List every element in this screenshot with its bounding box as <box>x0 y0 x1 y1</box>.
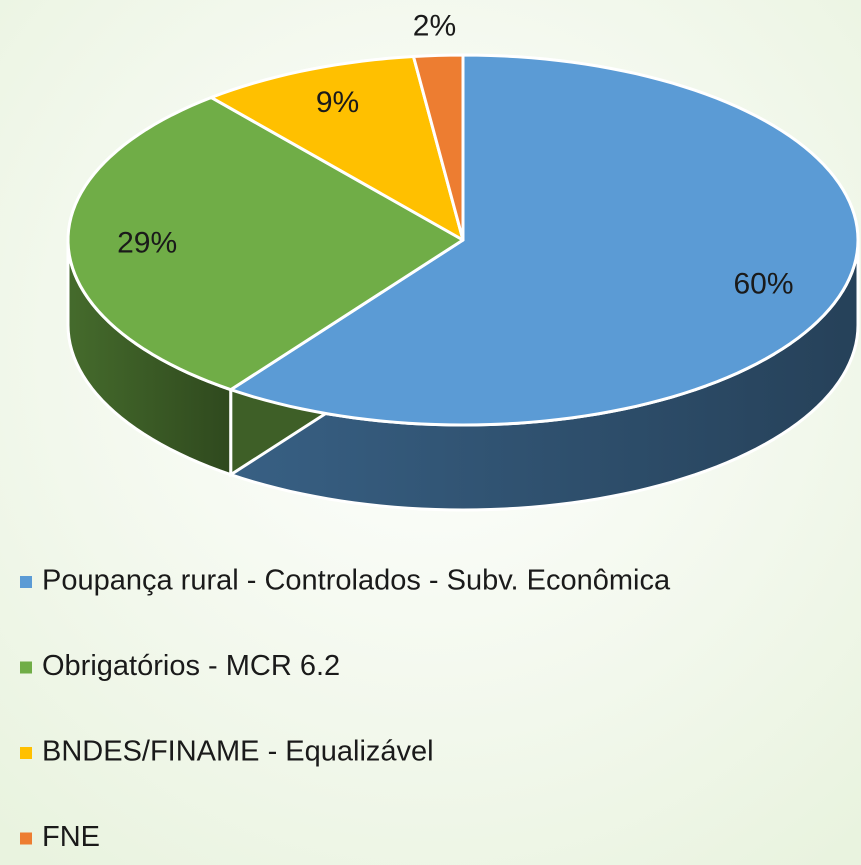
data-label: 29% <box>117 227 177 260</box>
pie-top <box>229 53 860 427</box>
legend-swatch <box>20 747 32 759</box>
pie-top <box>66 95 465 392</box>
data-labels: 60% 29% 9% 2% <box>117 10 793 301</box>
pie-slice <box>66 95 465 392</box>
data-label: 60% <box>734 268 794 301</box>
pie-top <box>411 53 465 242</box>
pie-slice <box>229 53 860 427</box>
pie-slice <box>209 54 465 242</box>
data-label: 9% <box>316 86 359 119</box>
legend-label: BNDES/FINAME - Equalizável <box>42 736 434 768</box>
legend-label: Poupança rural - Controlados - Subv. Eco… <box>42 565 671 597</box>
pie-slice <box>411 53 465 242</box>
legend-swatch <box>20 661 32 674</box>
pie-tops <box>66 53 860 427</box>
legend-swatch <box>20 576 32 588</box>
legend: Poupança rural - Controlados - Subv. Eco… <box>20 565 671 853</box>
legend-label: FNE <box>42 821 100 853</box>
legend-swatch <box>20 832 32 845</box>
legend-label: Obrigatórios - MCR 6.2 <box>42 650 340 682</box>
pie-top <box>209 54 465 242</box>
data-label: 2% <box>413 10 456 43</box>
